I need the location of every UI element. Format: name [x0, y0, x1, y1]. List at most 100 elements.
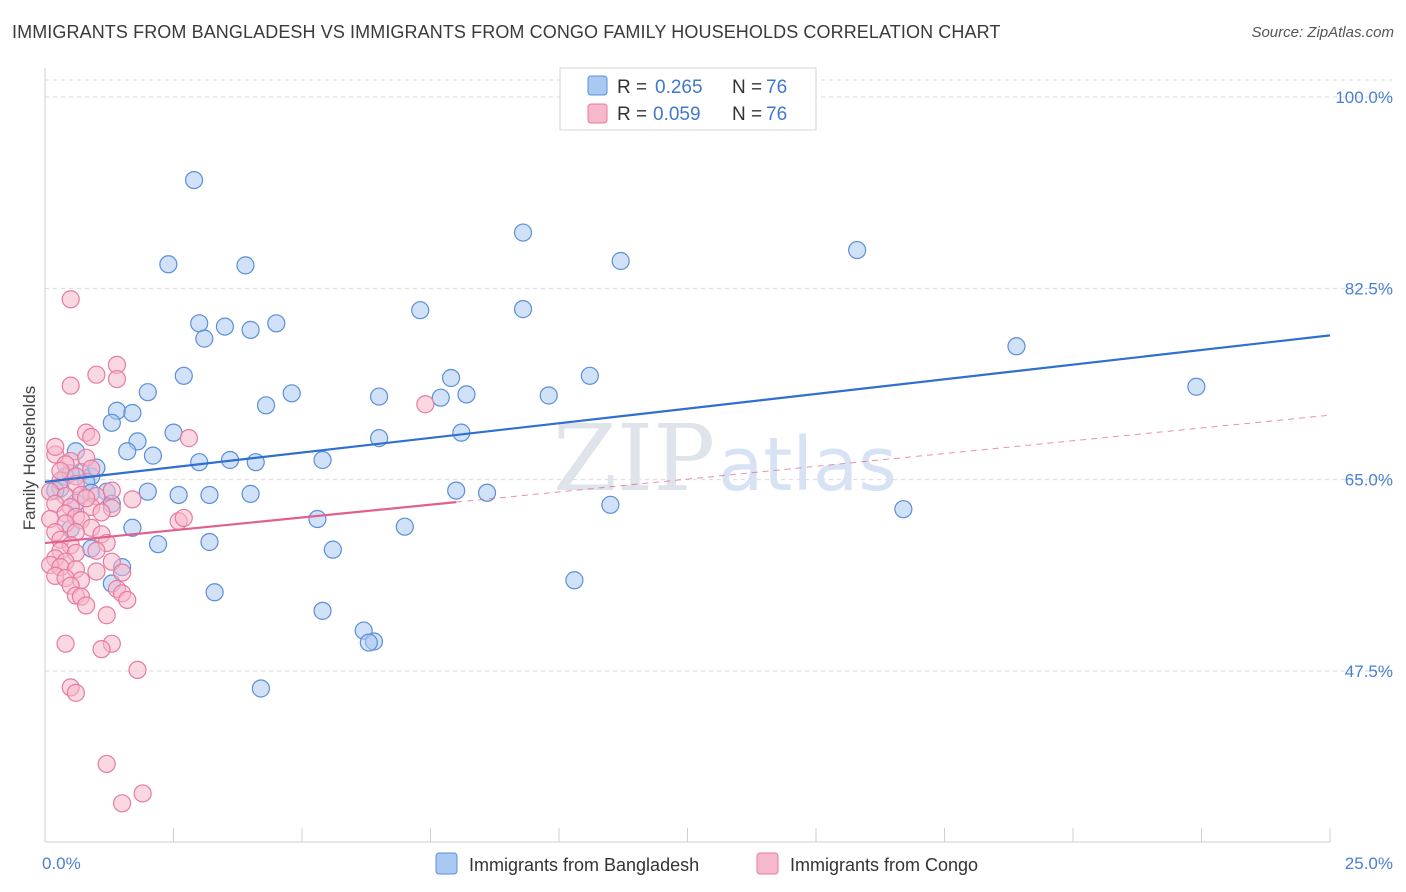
point-bangladesh: [164, 423, 183, 442]
point-bangladesh: [513, 300, 533, 319]
point-bangladesh: [143, 446, 163, 465]
trend-line-bangladesh: [44, 334, 1331, 483]
point-congo: [61, 290, 80, 309]
y-tick-label: 82.5%: [1345, 279, 1393, 298]
watermark-zip: ZIP: [553, 405, 715, 512]
watermark: ZIP atlas: [553, 405, 897, 512]
legend-r-value-2: 0.059: [653, 104, 701, 125]
trend-line-congo-extension: [456, 414, 1331, 503]
point-bangladesh: [159, 255, 178, 274]
series-congo-points: [41, 290, 435, 813]
point-bangladesh: [241, 320, 260, 339]
point-bangladesh: [601, 495, 620, 514]
point-congo: [174, 508, 193, 528]
point-bangladesh: [190, 314, 209, 333]
point-congo: [51, 461, 70, 481]
point-congo: [179, 429, 199, 448]
point-bangladesh: [308, 509, 327, 529]
y-tick-label: 100.0%: [1335, 88, 1393, 107]
source-label: Source: ZipAtlas.com: [1251, 24, 1394, 41]
point-bangladesh: [447, 481, 466, 500]
point-congo: [112, 563, 132, 582]
point-congo: [46, 437, 65, 456]
point-bangladesh: [539, 386, 558, 405]
point-congo: [82, 427, 101, 447]
point-bangladesh: [174, 366, 193, 385]
legend-n-value-1: 76: [766, 77, 787, 98]
point-bangladesh: [236, 256, 255, 275]
bottom-legend-swatch-congo: [756, 852, 779, 875]
point-bangladesh: [267, 314, 286, 333]
legend-n-label-1: N =: [732, 77, 762, 98]
y-tick-labels: 47.5% 65.0% 82.5% 100.0%: [1335, 88, 1393, 681]
y-axis-label: Family Households: [20, 386, 39, 531]
point-bangladesh: [138, 482, 157, 501]
point-bangladesh: [123, 518, 142, 537]
point-bangladesh: [313, 450, 332, 470]
y-tick-label: 47.5%: [1345, 662, 1393, 681]
trend-line-congo: [44, 501, 457, 545]
point-bangladesh: [477, 483, 497, 502]
point-bangladesh: [123, 403, 142, 423]
point-congo: [118, 590, 137, 610]
point-congo: [87, 562, 106, 581]
point-bangladesh: [411, 301, 430, 320]
point-bangladesh: [894, 500, 913, 519]
point-bangladesh: [256, 396, 276, 415]
trend-lines: [44, 334, 1331, 545]
watermark-atlas: atlas: [718, 422, 897, 508]
point-congo: [416, 395, 435, 414]
point-bangladesh: [200, 532, 219, 552]
point-bangladesh: [138, 383, 157, 402]
point-bangladesh: [441, 368, 461, 388]
legend-swatch-bangladesh: [587, 75, 608, 96]
point-bangladesh: [580, 366, 599, 385]
point-congo: [66, 683, 85, 702]
point-bangladesh: [190, 453, 209, 472]
legend-r-value-1: 0.265: [655, 77, 703, 98]
point-congo: [92, 640, 111, 659]
point-bangladesh: [184, 170, 204, 190]
point-congo: [123, 490, 142, 509]
point-bangladesh: [395, 517, 414, 536]
point-bangladesh: [200, 485, 219, 505]
point-bangladesh: [1007, 337, 1026, 356]
legend-r-label-1: R =: [617, 77, 647, 98]
chart-title: IMMIGRANTS FROM BANGLADESH VS IMMIGRANTS…: [12, 22, 1001, 42]
point-congo: [92, 503, 111, 522]
x-tick-label-min: 0.0%: [42, 854, 81, 873]
point-congo: [128, 660, 147, 680]
point-congo: [97, 754, 116, 774]
x-ticks: [44, 828, 1331, 842]
bottom-legend-label-bangladesh: Immigrants from Bangladesh: [469, 855, 699, 875]
point-bangladesh: [457, 385, 476, 404]
point-bangladesh: [195, 329, 214, 348]
legend-r-label-2: R =: [617, 104, 647, 125]
point-bangladesh: [359, 633, 378, 652]
point-bangladesh: [102, 413, 121, 432]
point-congo: [133, 784, 152, 803]
point-congo: [102, 481, 121, 500]
bottom-legend-label-congo: Immigrants from Congo: [790, 855, 978, 875]
point-bangladesh: [313, 601, 332, 620]
point-congo: [112, 794, 132, 813]
point-congo: [87, 541, 106, 560]
point-bangladesh: [215, 317, 234, 336]
point-bangladesh: [148, 535, 168, 554]
point-congo: [87, 365, 106, 384]
series-legend: Immigrants from Bangladesh Immigrants fr…: [435, 852, 978, 875]
point-congo: [77, 596, 96, 615]
point-bangladesh: [848, 240, 867, 260]
point-bangladesh: [241, 484, 260, 503]
point-bangladesh: [282, 384, 301, 403]
point-bangladesh: [611, 251, 630, 271]
grid-lines: [45, 79, 1392, 672]
point-bangladesh: [565, 571, 584, 590]
point-congo: [107, 369, 127, 389]
bottom-legend-swatch-bangladesh: [435, 852, 458, 875]
point-bangladesh: [370, 387, 389, 406]
point-congo: [97, 606, 116, 625]
point-congo: [56, 634, 75, 653]
legend-n-label-2: N =: [732, 104, 762, 125]
